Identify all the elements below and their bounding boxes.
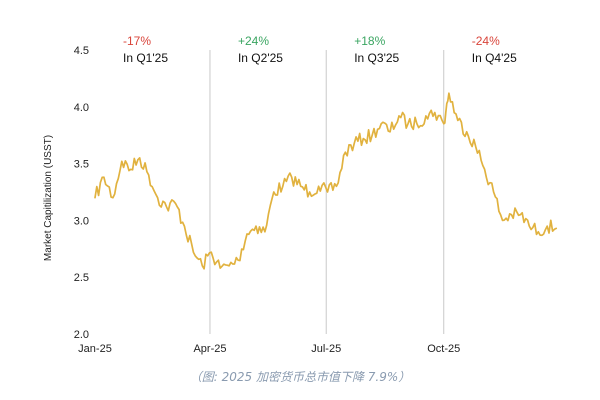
quarter-change-3: +18% [354,34,385,48]
quarter-change-1: -17% [123,34,151,48]
quarter-label-2: In Q2'25 [238,51,283,65]
y-axis-label: Market Capitilization (USST) [43,135,54,261]
y-tick-label: 4.0 [74,102,89,114]
quarter-label-3: In Q3'25 [354,51,399,65]
quarter-dividers [209,50,445,334]
y-tick-labels: 2.0 2.5 3.0 3.5 4.0 4.5 [74,45,89,341]
y-tick-label: 3.5 [74,159,89,171]
x-tick-label: Jul-25 [311,343,341,355]
x-tick-labels: Jan-25 Apr-25 Jul-25 Oct-25 [78,343,460,355]
y-tick-label: 3.0 [74,215,89,227]
quarter-change-2: +24% [238,34,269,48]
quarter-change-4: -24% [472,34,500,48]
quarter-label-4: In Q4'25 [472,51,517,65]
y-tick-label: 2.0 [74,329,89,341]
y-tick-label: 4.5 [74,45,89,57]
figure-caption: （图: 2025 加密货币总市值下降 7.9%） [189,370,411,384]
market-cap-line [94,92,558,270]
x-tick-label: Apr-25 [193,343,226,355]
quarter-annotations: -17% In Q1'25 +24% In Q2'25 +18% In Q3'25 -24%… [123,34,517,65]
x-tick-label: Jan-25 [78,343,112,355]
x-tick-label: Oct-25 [427,343,460,355]
y-tick-label: 2.5 [74,272,89,284]
quarter-label-1: In Q1'25 [123,51,168,65]
chart: Market Capitilization (USST) 2.0 2.5 3.0 3.… [43,34,558,355]
